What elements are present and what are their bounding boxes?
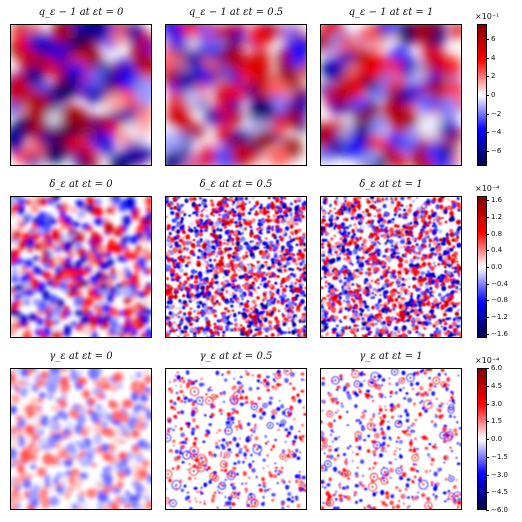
colorbar-tick-label: 1.6 <box>491 196 503 204</box>
panel-title: q_ε − 1 at εt = 0 <box>38 7 124 18</box>
field-blobs <box>166 197 306 337</box>
colorbar-tick-label: 0.4 <box>491 246 503 254</box>
field-blobs <box>11 25 151 165</box>
panel-title: δ_ε at εt = 1 <box>359 179 423 190</box>
panel-title: γ_ε at εt = 0.5 <box>199 351 273 362</box>
panel-title: q_ε − 1 at εt = 1 <box>348 7 434 18</box>
colorbar-tick-mark <box>486 39 489 40</box>
colorbar-tick-label: 4.5 <box>491 382 503 390</box>
colorbar-tick-mark <box>486 58 489 59</box>
heatmap-panel-delta-0 <box>10 196 152 338</box>
colorbar-tick-mark <box>486 200 489 201</box>
colorbar-tick-label: −4.5 <box>491 488 508 496</box>
colorbar-tick-label: −6.0 <box>491 506 508 514</box>
heatmap-field <box>166 25 306 165</box>
colorbar-tick-mark <box>486 250 489 251</box>
colorbar-tick-label: 6.0 <box>491 364 503 372</box>
colorbar-tick-mark <box>486 217 489 218</box>
heatmap-field <box>321 197 461 337</box>
heatmap-panel-q-1 <box>165 24 307 166</box>
colorbar-tick-label: 3.0 <box>491 400 503 408</box>
colorbar-tick-mark <box>486 300 489 301</box>
colorbar-tick-label: −0.8 <box>491 296 508 304</box>
heatmap-field <box>321 25 461 165</box>
heatmap-panel-q-2 <box>320 24 462 166</box>
panel-title: γ_ε at εt = 0 <box>49 351 113 362</box>
panel-title: δ_ε at εt = 0.5 <box>199 179 273 190</box>
colorbar-tick-mark <box>486 95 489 96</box>
colorbar-tick-label: 0.8 <box>491 230 503 238</box>
colorbar-tick-mark <box>486 368 489 369</box>
colorbar-tick-mark <box>486 334 489 335</box>
heatmap-field <box>166 369 306 509</box>
colorbar-tick-label: 2 <box>491 72 496 80</box>
colorbar-tick-mark <box>486 267 489 268</box>
colorbar-tick-label: 1.2 <box>491 213 503 221</box>
colorbar-tick-label: −1.2 <box>491 313 508 321</box>
heatmap-field <box>11 197 151 337</box>
colorbar-tick-mark <box>486 475 489 476</box>
heatmap-panel-gamma-0 <box>10 368 152 510</box>
colorbar-tick-label: −2 <box>491 110 502 118</box>
panel-title: q_ε − 1 at εt = 0.5 <box>188 7 284 18</box>
colorbar-multiplier: ×10⁻⁴ <box>475 184 500 193</box>
panel-title: δ_ε at εt = 0 <box>49 179 113 190</box>
heatmap-panel-gamma-2 <box>320 368 462 510</box>
colorbar-tick-mark <box>486 317 489 318</box>
colorbar-tick-label: −1.5 <box>491 453 508 461</box>
field-blobs <box>321 369 461 509</box>
colorbar-tick-mark <box>486 510 489 511</box>
colorbar-tick-mark <box>486 76 489 77</box>
colorbar-tick-mark <box>486 151 489 152</box>
panel-title: γ_ε at εt = 1 <box>359 351 423 362</box>
colorbar-tick-mark <box>486 132 489 133</box>
colorbar-tick-label: 0.0 <box>491 435 503 443</box>
heatmap-panel-q-0 <box>10 24 152 166</box>
heatmap-field <box>11 25 151 165</box>
heatmap-panel-delta-2 <box>320 196 462 338</box>
colorbar-tick-label: 6 <box>491 35 496 43</box>
field-blobs <box>166 369 306 509</box>
colorbar-tick-mark <box>486 457 489 458</box>
colorbar-tick-mark <box>486 421 489 422</box>
colorbar-tick-label: −1.6 <box>491 330 508 338</box>
colorbar-tick-label: 4 <box>491 54 496 62</box>
colorbar-tick-label: 1.5 <box>491 417 503 425</box>
field-blobs <box>321 197 461 337</box>
field-blobs <box>11 197 151 337</box>
heatmap-field <box>166 197 306 337</box>
heatmap-field <box>321 369 461 509</box>
colorbar-tick-mark <box>486 234 489 235</box>
colorbar-tick-label: 0.0 <box>491 263 503 271</box>
colorbar-tick-mark <box>486 439 489 440</box>
colorbar-tick-label: −0.4 <box>491 280 508 288</box>
colorbar-tick-label: 0 <box>491 91 496 99</box>
colorbar-tick-label: −4 <box>491 128 502 136</box>
heatmap-field <box>11 369 151 509</box>
colorbar-multiplier: ×10⁻⁴ <box>475 356 500 365</box>
field-blobs <box>166 25 306 165</box>
field-blobs <box>11 369 151 509</box>
heatmap-panel-gamma-1 <box>165 368 307 510</box>
colorbar-tick-mark <box>486 492 489 493</box>
colorbar-tick-label: −6 <box>491 147 502 155</box>
field-blobs <box>321 25 461 165</box>
colorbar-tick-mark <box>486 386 489 387</box>
colorbar-tick-mark <box>486 284 489 285</box>
colorbar-tick-mark <box>486 404 489 405</box>
colorbar-multiplier: ×10⁻¹ <box>475 12 500 21</box>
colorbar-tick-mark <box>486 114 489 115</box>
colorbar-tick-label: −3.0 <box>491 471 508 479</box>
heatmap-panel-delta-1 <box>165 196 307 338</box>
